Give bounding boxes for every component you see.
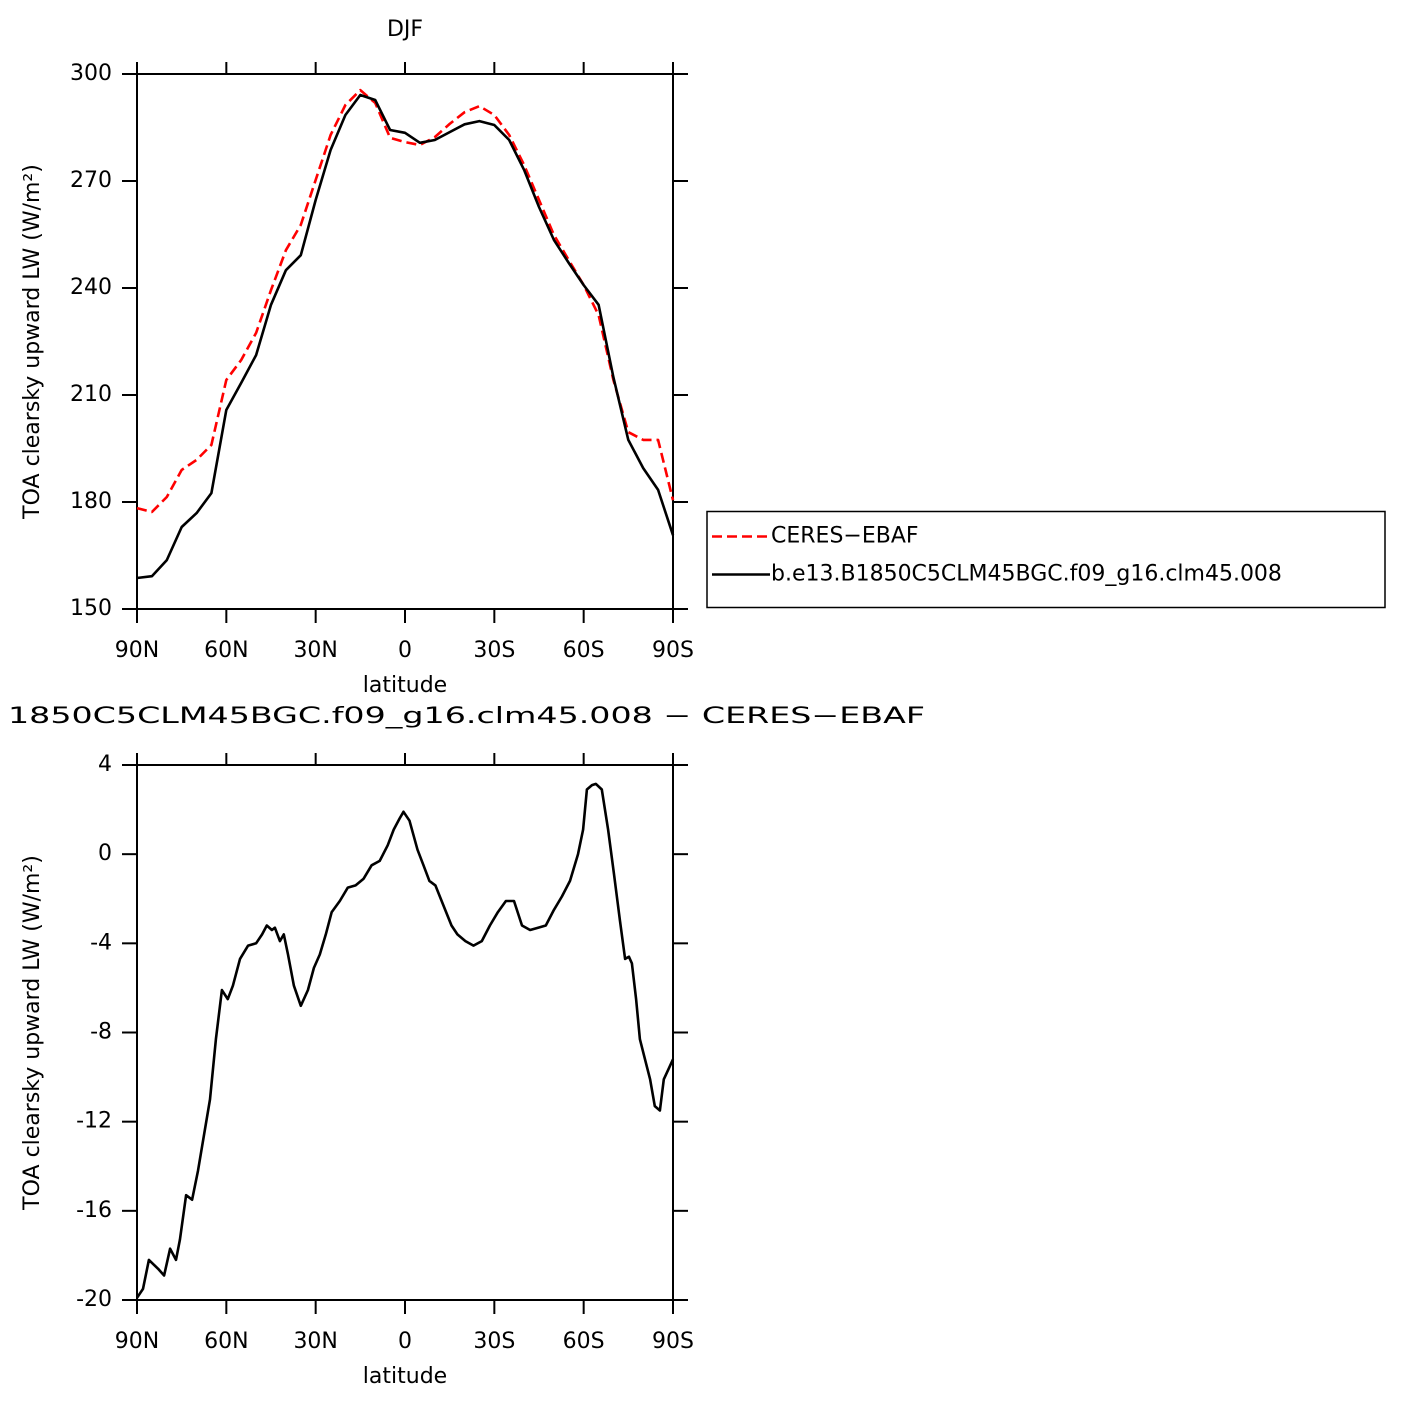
x-tick-label: 30S [473, 1329, 515, 1354]
y-tick-label: 300 [70, 61, 112, 86]
legend-box [706, 510, 1386, 609]
legend-label: CERES−EBAF [771, 524, 919, 549]
x-tick-label: 60S [563, 1329, 605, 1354]
x-tick-label: 0 [398, 1329, 412, 1354]
x-tick-label: 90N [115, 1329, 159, 1354]
x-axis-label: latitude [363, 673, 447, 698]
y-tick-label: 4 [98, 752, 112, 777]
x-tick-label: 30N [293, 1329, 337, 1354]
y-tick-label: -8 [90, 1020, 112, 1045]
x-tick-label: 90S [652, 1329, 694, 1354]
y-tick-label: -16 [76, 1198, 112, 1223]
data-line [136, 93, 675, 580]
y-tick-label: 150 [70, 596, 112, 621]
y-tick-label: 180 [70, 489, 112, 514]
y-tick-label: -12 [76, 1109, 112, 1134]
x-tick-label: 60N [204, 638, 248, 663]
x-axis-label: latitude [363, 1364, 447, 1389]
y-tick-label: -20 [76, 1287, 112, 1312]
data-line [135, 782, 675, 1299]
x-tick-label: 30S [473, 638, 515, 663]
plot-frame [136, 73, 674, 610]
x-tick-label: 30N [293, 638, 337, 663]
chart-title: DJF [387, 17, 423, 42]
chart-title: 1850C5CLM45BGC.f09_g16.clm45.008 − CERES… [8, 704, 925, 729]
x-tick-label: 90N [115, 638, 159, 663]
x-tick-label: 60S [563, 638, 605, 663]
data-line [136, 88, 675, 514]
y-tick-label: 270 [70, 168, 112, 193]
legend-label: b.e13.B1850C5CLM45BGC.f09_g16.clm45.008 [771, 562, 1282, 587]
x-tick-label: 0 [398, 638, 412, 663]
y-tick-label: 210 [70, 382, 112, 407]
y-tick-label: -4 [90, 930, 112, 955]
y-tick-label: 0 [98, 841, 112, 866]
y-tick-label: 240 [70, 275, 112, 300]
y-axis-label: TOA clearsky upward LW (W/m²) [20, 855, 45, 1211]
x-tick-label: 60N [204, 1329, 248, 1354]
y-axis-label: TOA clearsky upward LW (W/m²) [20, 164, 45, 520]
x-tick-label: 90S [652, 638, 694, 663]
